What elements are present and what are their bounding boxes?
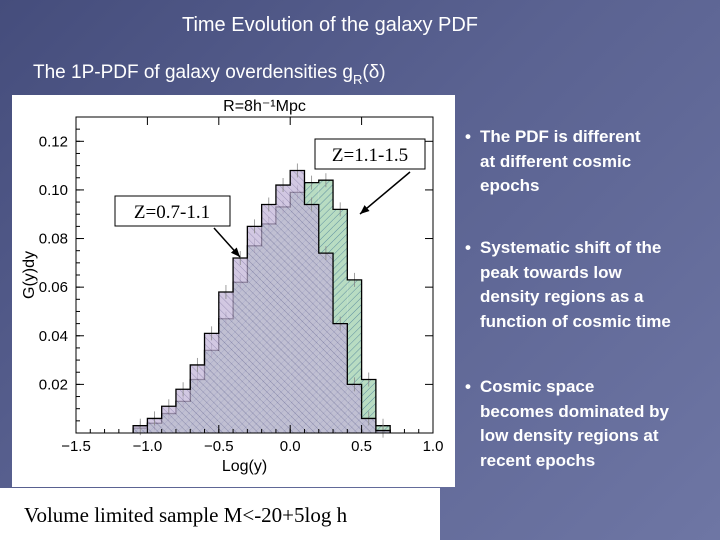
label-high-z: Z=1.1-1.5 bbox=[332, 145, 408, 166]
bullet-2-line: peak towards low bbox=[480, 262, 622, 282]
arrow-high-z bbox=[359, 171, 411, 215]
y-tick-label: 0.12 bbox=[39, 133, 68, 150]
histogram-bar bbox=[190, 364, 205, 433]
series-outline bbox=[132, 169, 391, 433]
y-tick-label: 0.10 bbox=[39, 182, 68, 199]
bullet-1-line: epochs bbox=[480, 176, 540, 195]
histogram-bar bbox=[318, 253, 334, 433]
histogram-bar bbox=[347, 384, 362, 433]
histogram-bar bbox=[233, 257, 248, 433]
bullet-2-line: density regions as a bbox=[480, 287, 644, 306]
y-tick-label: 0.08 bbox=[39, 231, 68, 248]
histogram-bar bbox=[275, 185, 291, 433]
x-tick-label: −1.0 bbox=[133, 438, 163, 455]
y-tick-label: 0.02 bbox=[39, 376, 68, 393]
histogram-bar bbox=[147, 418, 162, 433]
subtitle-main: The 1P-PDF of galaxy overdensities g bbox=[33, 62, 353, 83]
label-box-low-z bbox=[114, 195, 231, 227]
histogram-bar bbox=[247, 226, 262, 433]
label-box-high-z bbox=[314, 138, 426, 170]
arrow-high-z-head bbox=[360, 205, 370, 214]
chart-panel: −1.5 −1.0 −0.5 0.0 0.5 1.0 0.02 0.04 0.06 0.08 0.1… bbox=[12, 95, 455, 487]
histogram-bar bbox=[290, 170, 305, 433]
label-low-z: Z=0.7-1.1 bbox=[134, 202, 210, 223]
histogram-bar bbox=[175, 389, 191, 433]
histogram-bar bbox=[218, 292, 234, 433]
y-tick-label: 0.04 bbox=[39, 328, 68, 345]
slide-title: Time Evolution of the galaxy PDF bbox=[181, 14, 479, 36]
arrow-low-z-head bbox=[230, 247, 240, 257]
slide-subtitle: The 1P-PDF of galaxy overdensities gR(δ) bbox=[33, 62, 386, 87]
x-tick-label: 0.5 bbox=[351, 438, 372, 455]
histogram-bar bbox=[304, 204, 319, 433]
bullet-dot-icon: • bbox=[465, 127, 471, 146]
bullet-3-line: becomes dominated by bbox=[480, 401, 669, 421]
subtitle-subscript: R bbox=[353, 72, 363, 87]
x-tick-label: 0.0 bbox=[280, 438, 301, 455]
bullet-2-line: function of cosmic time bbox=[480, 311, 671, 331]
footer-note: Volume limited sample M<-20+5log h bbox=[0, 488, 440, 540]
y-tick-label: 0.06 bbox=[39, 279, 68, 296]
bullet-3: • Cosmic space becomes dominated by low … bbox=[465, 375, 669, 473]
bullet-1-line: The PDF is different bbox=[480, 127, 641, 146]
bullet-2-line: Systematic shift of the bbox=[480, 238, 662, 257]
x-tick-label: −1.5 bbox=[61, 438, 91, 455]
chart-title: R=8h⁻¹Mpc bbox=[223, 98, 306, 115]
x-axis-label: Log(y) bbox=[222, 458, 267, 475]
x-tick-label: −0.5 bbox=[204, 438, 234, 455]
bullet-2: • Systematic shift of the peak towards l… bbox=[465, 236, 671, 334]
bullet-3-line: recent epochs bbox=[480, 450, 596, 470]
bullet-1-line: at different cosmic bbox=[480, 151, 632, 171]
histogram-chart: −1.5 −1.0 −0.5 0.0 0.5 1.0 0.02 0.04 0.06 0.08 0.1… bbox=[21, 98, 444, 475]
bullet-3-line: low density regions at bbox=[480, 426, 659, 445]
bullet-3-line: Cosmic space bbox=[480, 377, 595, 396]
histogram-bar bbox=[204, 333, 219, 433]
bullet-dot-icon: • bbox=[465, 377, 471, 396]
y-axis-label: G(y)dy bbox=[21, 251, 38, 299]
subtitle-end: (δ) bbox=[362, 62, 386, 83]
histogram-bar bbox=[261, 204, 276, 433]
x-tick-label: 1.0 bbox=[423, 438, 444, 455]
histogram-bar bbox=[361, 418, 376, 433]
histogram-bar bbox=[333, 323, 348, 433]
bullet-1: • The PDF is different at different cosm… bbox=[465, 125, 641, 199]
histogram-bar bbox=[161, 406, 176, 433]
bullet-dot-icon: • bbox=[465, 238, 471, 257]
